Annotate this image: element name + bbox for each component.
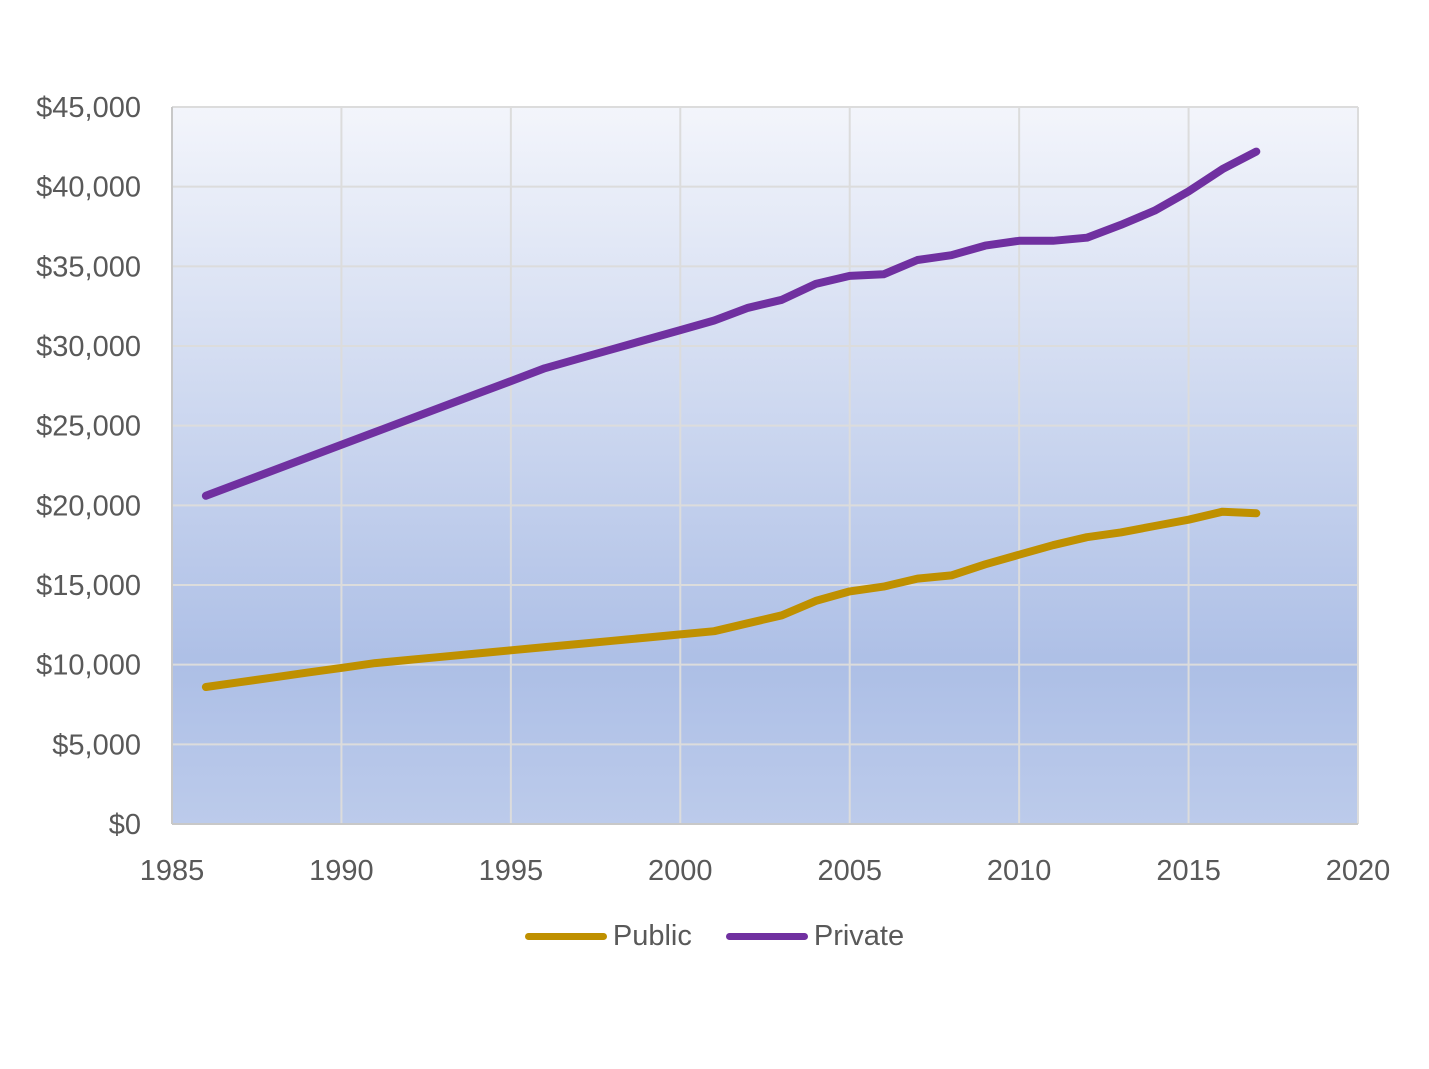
y-tick-label: $45,000 bbox=[36, 92, 141, 124]
y-tick-label: $10,000 bbox=[36, 650, 141, 682]
y-axis-tick-labels: $0 $5,000 $10,000 $15,000 $20,000 $25,000 $30,… bbox=[36, 92, 141, 841]
legend-item-private: Private bbox=[725, 920, 905, 953]
x-tick-label: 2015 bbox=[1156, 855, 1221, 887]
y-tick-label: $5,000 bbox=[52, 729, 141, 761]
x-tick-label: 1985 bbox=[140, 855, 205, 887]
legend-swatch-public bbox=[524, 933, 607, 940]
legend-label-public: Public bbox=[612, 920, 692, 952]
legend: Public Private bbox=[0, 920, 1429, 953]
y-tick-label: $20,000 bbox=[36, 490, 141, 522]
series-line-private bbox=[201, 147, 1261, 500]
legend-label-private: Private bbox=[813, 920, 905, 952]
y-tick-label: $0 bbox=[109, 809, 141, 841]
y-tick-label: $25,000 bbox=[36, 411, 141, 443]
y-tick-label: $30,000 bbox=[36, 331, 141, 363]
x-tick-label: 2005 bbox=[817, 855, 882, 887]
series-lines bbox=[201, 147, 1261, 691]
legend-swatch-private bbox=[725, 933, 808, 940]
series-line-public bbox=[201, 507, 1261, 691]
gridlines bbox=[172, 106, 1359, 824]
y-tick-label: $40,000 bbox=[36, 172, 141, 204]
x-tick-label: 2020 bbox=[1326, 855, 1391, 887]
x-tick-label: 1990 bbox=[309, 855, 374, 887]
legend-item-public: Public bbox=[524, 920, 692, 953]
x-tick-label: 2000 bbox=[648, 855, 713, 887]
x-axis-tick-labels: 1985 1990 1995 2000 2005 2010 2015 2020 bbox=[140, 855, 1391, 887]
y-tick-label: $35,000 bbox=[36, 251, 141, 283]
plot-area bbox=[172, 107, 1358, 824]
axes bbox=[171, 107, 1358, 825]
x-tick-label: 1995 bbox=[479, 855, 544, 887]
y-tick-label: $15,000 bbox=[36, 570, 141, 602]
x-tick-label: 2010 bbox=[987, 855, 1052, 887]
